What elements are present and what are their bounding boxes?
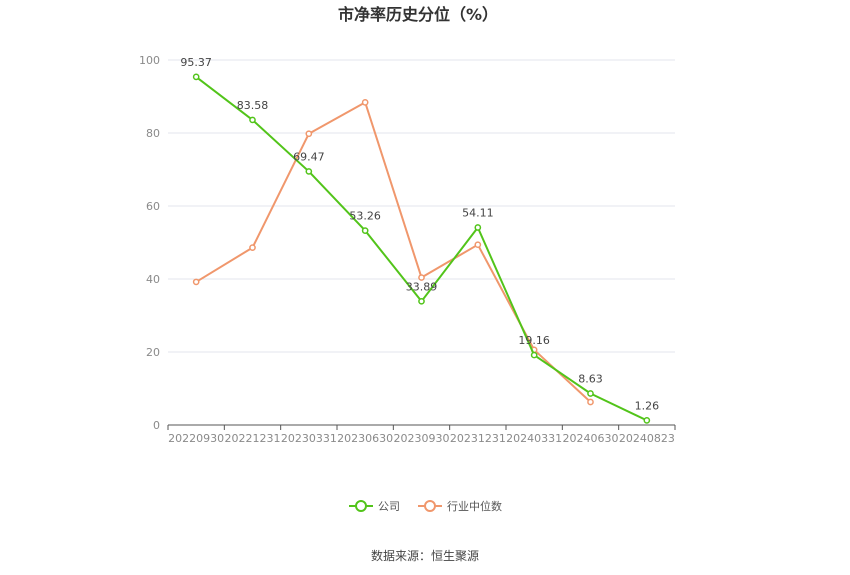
- data-point: [249, 244, 256, 251]
- data-point: [418, 297, 425, 305]
- grid: [168, 59, 675, 353]
- data-point: [192, 73, 200, 81]
- data-point: [305, 168, 313, 175]
- x-tick-label: 20230930: [394, 432, 450, 445]
- data-label: 8.63: [578, 373, 603, 386]
- data-point: [587, 390, 594, 397]
- legend-label: 行业中位数: [447, 499, 502, 513]
- series-line-0: [195, 76, 648, 422]
- chart-title: 市净率历史分位（%）: [338, 5, 498, 24]
- x-tick-label: 20221231: [225, 432, 281, 445]
- data-label: 33.89: [406, 280, 438, 293]
- y-tick-label: 60: [146, 200, 160, 213]
- data-point: [418, 274, 425, 281]
- x-tick-label: 20240630: [563, 432, 619, 445]
- series-line-1: [195, 101, 592, 403]
- x-tick-label: 20231231: [450, 432, 506, 445]
- x-tick-label: 20230630: [337, 432, 393, 445]
- y-tick-label: 80: [146, 127, 160, 140]
- data-label: 19.16: [518, 334, 550, 347]
- y-tick-label: 20: [146, 346, 160, 359]
- x-tick-label: 20230331: [281, 432, 337, 445]
- x-tick-label: 20220930: [168, 432, 224, 445]
- data-point: [530, 351, 538, 359]
- data-point: [361, 227, 369, 234]
- data-label: 95.37: [180, 56, 212, 69]
- legend-item-0[interactable]: 公司: [349, 500, 400, 513]
- data-point: [305, 130, 313, 138]
- data-point: [192, 278, 200, 286]
- x-axis: 20220930 20221231 20230331 20230630 20230930…: [167, 424, 676, 445]
- y-axis: 0 20 40 60 80 100: [139, 54, 160, 432]
- data-point: [643, 417, 651, 424]
- data-point: [587, 398, 594, 406]
- x-tick-label: 20240331: [506, 432, 562, 445]
- y-tick-label: 100: [139, 54, 160, 67]
- data-point: [249, 116, 256, 124]
- y-tick-label: 40: [146, 273, 160, 286]
- y-tick-label: 0: [153, 419, 160, 432]
- data-label: 1.26: [635, 399, 660, 412]
- data-label: 54.11: [462, 206, 494, 219]
- data-point: [474, 224, 482, 231]
- source-note: 数据来源：恒生聚源: [371, 548, 479, 563]
- data-label: 69.47: [293, 150, 325, 163]
- legend-swatch-marker: [424, 500, 436, 512]
- x-tick-label: 20240823: [619, 432, 675, 445]
- data-label: 53.26: [349, 210, 381, 223]
- legend-label: 公司: [378, 500, 400, 513]
- series-layer: [192, 73, 651, 424]
- data-point: [474, 241, 482, 249]
- legend-swatch-marker: [355, 500, 367, 512]
- data-labels: 95.37 83.58 69.47 53.26 33.89 54.11 19.16 8.63 1…: [180, 56, 659, 413]
- legend[interactable]: 公司 行业中位数: [349, 499, 502, 513]
- legend-item-1[interactable]: 行业中位数: [418, 499, 502, 513]
- data-label: 83.58: [237, 99, 269, 112]
- data-point: [361, 98, 369, 106]
